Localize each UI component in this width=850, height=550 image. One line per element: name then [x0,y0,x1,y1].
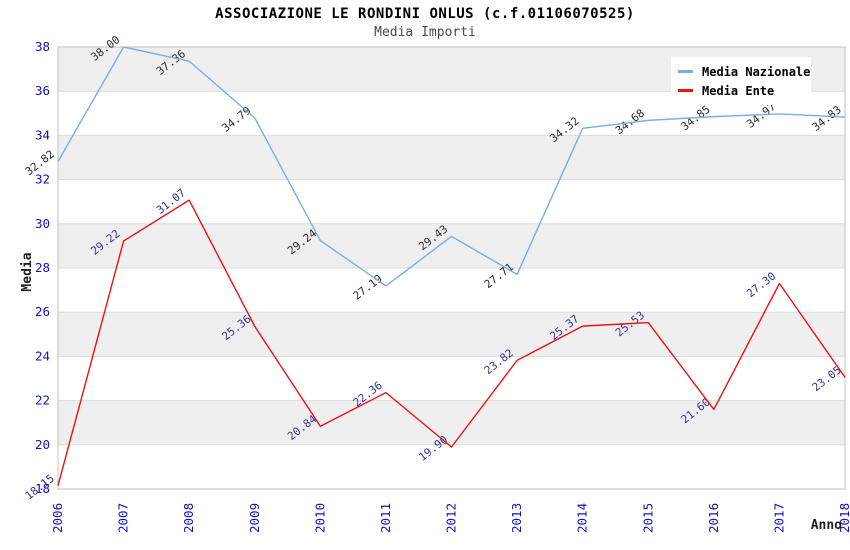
legend-item-media-ente: Media Ente [678,81,805,100]
x-tick-label: 2014 [575,503,590,533]
y-tick-label: 34 [35,127,50,142]
y-tick-label: 36 [35,83,50,98]
legend-label: Media Nazionale [702,64,811,79]
y-tick-label: 26 [35,304,50,319]
x-tick-label: 2007 [116,503,131,533]
legend-marker-line-icon [678,70,693,73]
x-axis-title: Anno [811,518,842,533]
y-tick-label: 22 [35,393,50,408]
x-tick-label: 2010 [312,503,327,533]
x-tick-label: 2011 [378,503,393,533]
x-tick-label: 2017 [771,503,786,533]
x-tick-label: 2018 [837,503,850,533]
plot-band [58,400,845,445]
y-tick-label: 28 [35,260,50,275]
x-tick-label: 2016 [706,503,721,533]
plot-border [57,46,846,490]
x-tick-label: 2015 [640,503,655,533]
legend-marker-line-icon [678,89,693,92]
data-label: 34.83 [810,103,844,134]
x-tick-label: 2008 [181,503,196,533]
y-tick-label: 18 [35,481,50,496]
y-tick-label: 32 [35,172,50,187]
data-label: 18.15 [23,472,57,503]
plot-band [58,312,845,357]
data-label: 27.19 [351,272,385,303]
x-tick-label: 2013 [509,503,524,533]
y-tick-label: 24 [35,348,50,363]
plot-band [58,135,845,180]
chart-subtitle: Media Importi [374,25,476,40]
legend-item-media-nazionale: Media Nazionale [678,62,810,81]
y-tick-label: 30 [35,216,50,231]
y-tick-label: 38 [35,39,50,54]
legend-label: Media Ente [702,83,775,98]
series-line-media-nazionale [57,46,846,287]
x-tick-label: 2009 [247,503,262,533]
x-tick-label: 2006 [50,503,65,533]
legend-box: Media Nazionale Media Ente [671,57,811,105]
chart-title: ASSOCIAZIONE LE RONDINI ONLUS (c.f.01106… [215,6,635,22]
x-tick-label: 2012 [444,503,459,533]
y-axis-title: Media [20,252,35,291]
series-line-media-ente [57,199,846,486]
plot-band [58,223,845,268]
data-label: 34.79 [219,104,253,135]
y-tick-label: 20 [35,437,50,452]
